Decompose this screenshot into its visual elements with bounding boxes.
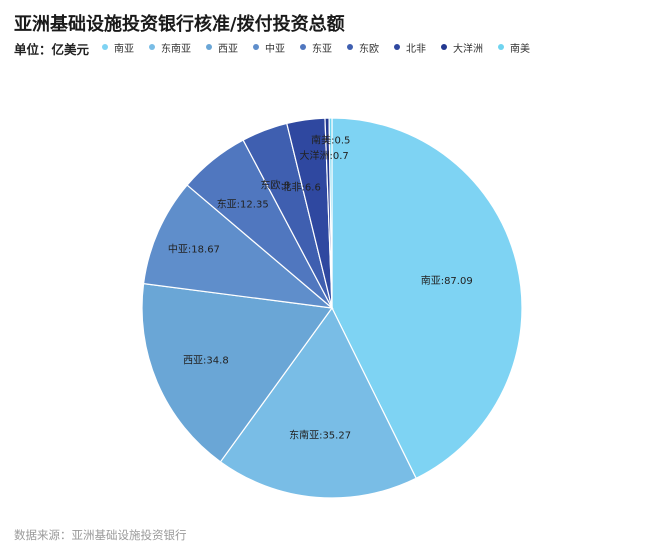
legend-item[interactable]: 北非 [394, 40, 426, 55]
slice-data-label: 中亚:18.67 [168, 243, 220, 256]
slice-data-label: 南亚:87.09 [421, 274, 473, 287]
slice-data-label: 东南亚:35.27 [289, 428, 351, 441]
slice-data-label: 北非:6.6 [282, 182, 321, 194]
legend-label: 大洋洲 [453, 43, 483, 55]
legend-label: 北非 [406, 43, 426, 55]
chart-legend: 南亚 东南亚 西亚 中亚 东亚 东欧 北非 大洋洲 南美 [102, 39, 545, 55]
legend-label: 东亚 [312, 43, 332, 55]
legend-label: 东南亚 [161, 43, 191, 55]
legend-item[interactable]: 东欧 [347, 40, 379, 55]
legend-swatch [347, 44, 353, 50]
legend-label: 南亚 [114, 43, 134, 55]
slice-data-label: 南美:0.5 [311, 133, 350, 146]
legend-swatch [498, 44, 504, 50]
legend-swatch [102, 44, 108, 50]
data-source: 数据来源：亚洲基础设施投资银行 [14, 528, 187, 542]
legend-item[interactable]: 东亚 [300, 40, 332, 55]
legend-item[interactable]: 南美 [498, 40, 530, 55]
legend-swatch [441, 44, 447, 50]
legend-label: 中亚 [265, 43, 285, 55]
slice-data-label: 东欧:8 [261, 178, 291, 191]
slice-data-label: 西亚:34.8 [183, 356, 229, 367]
legend-label: 南美 [510, 43, 530, 55]
pie-slice-1[interactable] [331, 117, 523, 480]
legend-item[interactable]: 南亚 [102, 40, 134, 55]
chart-title: 亚洲基础设施投资银行核准/拨付投资总额 [14, 14, 345, 35]
pie-slice-9[interactable] [328, 117, 333, 309]
pie-slice-4[interactable] [142, 184, 334, 309]
legend-item[interactable]: 中亚 [253, 40, 285, 55]
legend-swatch [206, 44, 212, 50]
slice-data-label: 大洋洲:0.7 [299, 149, 348, 162]
legend-item[interactable]: 西亚 [206, 40, 238, 55]
legend-item[interactable]: 东南亚 [149, 40, 191, 55]
legend-item[interactable]: 大洋洲 [441, 40, 483, 55]
slice-data-label: 东亚:12.35 [217, 197, 269, 210]
legend-swatch [149, 44, 155, 50]
legend-swatch [394, 44, 400, 50]
legend-swatch [253, 44, 259, 50]
legend-label: 东欧 [359, 43, 379, 55]
pie-slice-3[interactable] [141, 282, 334, 463]
legend-swatch [300, 44, 306, 50]
unit-label: 单位：亿美元 [14, 42, 90, 57]
legend-label: 西亚 [218, 43, 238, 55]
pie-slice-2[interactable] [219, 306, 417, 499]
